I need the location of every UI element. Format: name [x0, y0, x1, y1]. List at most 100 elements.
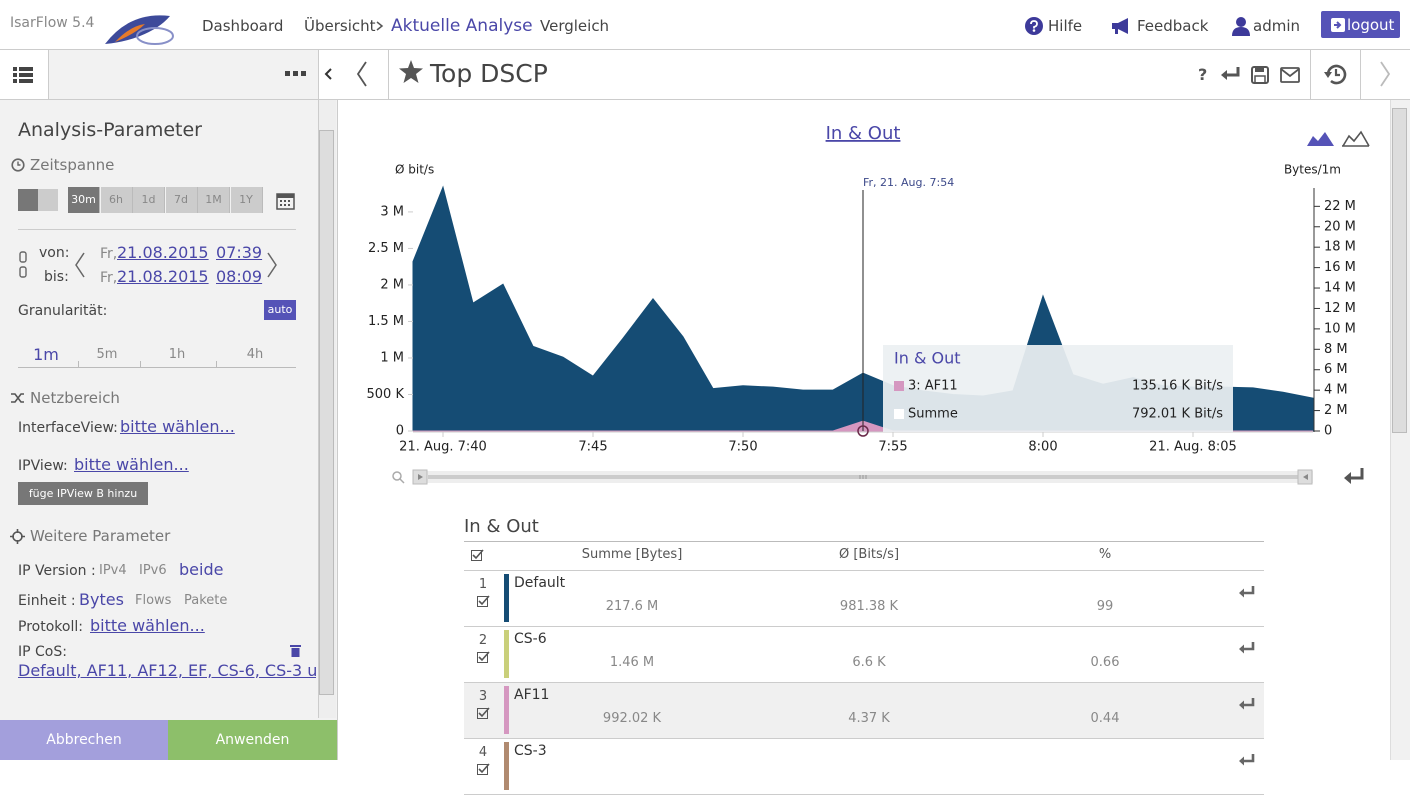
y2-tick-label: 18 M — [1324, 240, 1356, 255]
reset-zoom-icon[interactable] — [1344, 468, 1364, 484]
label: Einheit : — [18, 593, 76, 609]
row-checkbox[interactable] — [477, 595, 490, 607]
label: Protokoll: — [18, 619, 83, 635]
auto-badge[interactable]: auto — [264, 300, 296, 320]
row-drilldown[interactable] — [1238, 585, 1255, 599]
sidebar-toolbar — [49, 50, 318, 100]
logout-label[interactable]: logout — [1347, 16, 1395, 34]
x-tick-label: 8:00 — [1028, 440, 1057, 455]
y2-tick-label: 4 M — [1324, 383, 1348, 398]
chart: In & Out Ø bit/s Bytes/1m Fr, 21. Aug. 7… — [367, 123, 1370, 485]
cos-link[interactable]: Default, AF11, AF12, EF, CS-6, CS-3 und — [18, 662, 316, 680]
toggle[interactable] — [18, 189, 38, 211]
range-button[interactable]: 1M — [198, 187, 230, 213]
nav-link[interactable]: Vergleich — [540, 17, 610, 35]
time-link[interactable]: 08:09 — [216, 267, 263, 286]
row-rule — [464, 738, 1264, 739]
interface-link[interactable]: bitte wählen... — [120, 417, 235, 436]
option-selected[interactable]: Bytes — [79, 590, 124, 609]
option[interactable]: IPv4 — [99, 563, 127, 578]
row-cell: 99 — [1096, 599, 1114, 614]
tooltip-value: 135.16 K Bit/s — [1132, 379, 1223, 394]
range-button[interactable]: 30m — [68, 187, 100, 213]
date-link[interactable]: 21.08.2015 — [117, 243, 209, 262]
weekday: Fr, — [100, 270, 118, 286]
row-drilldown[interactable] — [1238, 753, 1255, 767]
row-drilldown[interactable] — [1238, 697, 1255, 711]
check-all[interactable] — [471, 549, 484, 561]
row-checkbox[interactable] — [477, 763, 490, 775]
prev-icon[interactable] — [74, 252, 86, 278]
tooltip-title: In & Out — [894, 349, 961, 368]
plot: Fr, 21. Aug. 7:54 In & Out 3: AF11 135.16 K… — [412, 176, 1314, 437]
divider — [1310, 50, 1311, 99]
save-icon[interactable] — [1251, 66, 1269, 84]
next-icon[interactable] — [266, 252, 278, 278]
navigator[interactable] — [392, 469, 1313, 485]
area-icon[interactable] — [1307, 132, 1334, 146]
x-tick-label: 21. Aug. 8:05 — [1149, 440, 1237, 455]
help-link[interactable]: Hilfe — [1048, 17, 1083, 35]
x-tick-label: 7:55 — [878, 440, 907, 455]
row-cell: 981.38 K — [839, 599, 899, 614]
toggle[interactable] — [38, 189, 58, 211]
row-drilldown[interactable] — [1238, 641, 1255, 655]
row-name: CS-6 — [514, 631, 547, 647]
cancel-button[interactable]: Abbrechen — [0, 720, 168, 760]
apply-button[interactable]: Anwenden — [168, 720, 337, 760]
forward-icon[interactable] — [1378, 60, 1392, 88]
scrollbar-thumb[interactable] — [1392, 108, 1407, 433]
column-header: Summe [Bytes] — [581, 547, 683, 562]
range-button[interactable]: 6h — [100, 187, 133, 213]
line-icon[interactable] — [1342, 130, 1370, 147]
back-icon[interactable] — [355, 60, 369, 88]
mail-icon[interactable] — [1280, 67, 1300, 83]
tooltip-value: 792.01 K Bit/s — [1132, 407, 1223, 422]
user-link[interactable]: admin — [1253, 17, 1300, 35]
help-button[interactable]: ? — [1198, 65, 1208, 84]
y2-tick-label: 6 M — [1324, 362, 1348, 377]
tooltip-name: 3: AF11 — [908, 379, 958, 394]
granularity-option[interactable]: 5m — [96, 347, 118, 362]
nav-link[interactable]: Übersicht — [304, 17, 376, 35]
row-rank: 2 — [478, 633, 488, 648]
return-icon[interactable] — [1220, 66, 1240, 83]
feedback-link[interactable]: Feedback — [1137, 17, 1209, 35]
slider-tick — [78, 361, 79, 367]
granularity-option[interactable]: 1m — [33, 345, 59, 364]
option[interactable]: Flows — [135, 593, 172, 608]
crosshair-icon — [10, 529, 25, 544]
scrollbar-thumb[interactable] — [319, 130, 334, 695]
chart-title[interactable]: In & Out — [826, 123, 901, 144]
row-cell: 992.02 K — [602, 711, 662, 726]
trash-icon[interactable] — [290, 644, 301, 657]
history-icon[interactable] — [1323, 62, 1348, 87]
option[interactable]: Pakete — [184, 593, 228, 608]
nav-link-active[interactable]: Aktuelle Analyse — [391, 16, 533, 36]
slider-track — [18, 367, 296, 368]
calendar-icon[interactable] — [276, 192, 295, 210]
ipview-link[interactable]: bitte wählen... — [74, 455, 189, 474]
star-icon[interactable] — [399, 60, 423, 83]
range-button[interactable]: 1d — [133, 187, 165, 213]
row-name: AF11 — [514, 687, 550, 703]
row-cell: 4.37 K — [848, 711, 890, 726]
granularity-option[interactable]: 1h — [168, 347, 186, 362]
range-button[interactable]: 1Y — [230, 187, 263, 213]
range-button[interactable]: 7d — [165, 187, 198, 213]
row-checkbox[interactable] — [477, 651, 490, 663]
row-checkbox[interactable] — [477, 707, 490, 719]
option[interactable]: IPv6 — [139, 563, 167, 578]
page: IsarFlow 5.4 Dashboard Übersicht Aktuell… — [0, 11, 1410, 795]
add-ipview-button[interactable]: füge IPView B hinzu — [18, 482, 148, 505]
date-link[interactable]: 21.08.2015 — [117, 267, 209, 286]
time-link[interactable]: 07:39 — [216, 243, 263, 262]
protocol-link[interactable]: bitte wählen... — [90, 616, 205, 635]
nav-link[interactable]: Dashboard — [202, 17, 284, 35]
granularity-option[interactable]: 4h — [246, 347, 264, 362]
more-icon[interactable] — [285, 71, 307, 77]
section-title: Zeitspanne — [30, 156, 115, 174]
row-rule — [464, 626, 1264, 627]
collapse-icon[interactable] — [323, 67, 333, 81]
option-selected[interactable]: beide — [179, 560, 224, 579]
